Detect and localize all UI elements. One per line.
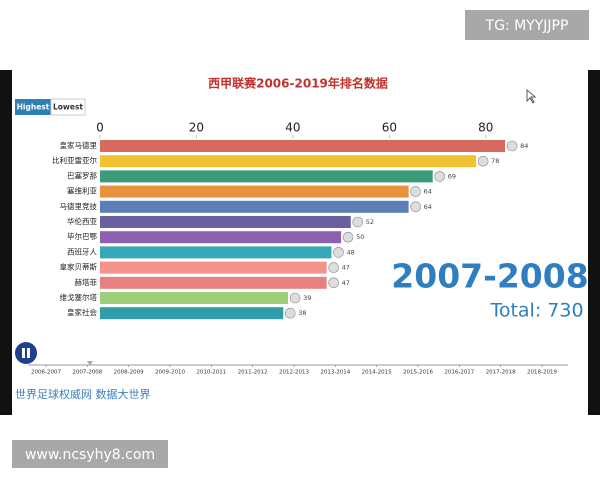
bar (100, 246, 332, 259)
club-logo (289, 292, 301, 304)
value-label: 84 (520, 142, 528, 150)
timeline-label: 2010-2011 (196, 370, 226, 376)
category-label: 塞维利亚 (67, 186, 97, 196)
cursor (526, 89, 537, 104)
timeline-label: 2009-2010 (155, 370, 185, 376)
timeline-label: 2018-2019 (527, 370, 557, 376)
x-tick-label: 20 (189, 121, 204, 135)
timeline-handle[interactable] (87, 361, 93, 366)
timeline-label: 2012-2013 (279, 370, 309, 376)
bar (100, 170, 433, 183)
watermark: TG: MYYJJPP (485, 18, 569, 34)
bar (100, 185, 409, 198)
value-label: 48 (346, 248, 354, 256)
category-label: 维戈塞尔塔 (60, 292, 98, 302)
pause-icon (22, 348, 25, 358)
timeline-label: 2008-2009 (114, 370, 144, 376)
value-label: 78 (491, 157, 499, 165)
period: 2007-2008 (391, 257, 588, 296)
club-logo (342, 231, 354, 243)
url: www.ncsyhy8.com (25, 447, 155, 463)
category-label: 毕尔巴鄂 (67, 231, 97, 241)
timeline-label: 2016-2017 (444, 370, 474, 376)
value-label: 39 (303, 294, 311, 302)
club-logo (410, 186, 421, 197)
category-label: 比利亚雷亚尔 (52, 155, 97, 165)
club-logo (328, 277, 339, 289)
club-logo (284, 307, 296, 319)
bar (100, 140, 506, 152)
category-label: 皇家社会 (67, 307, 97, 317)
category-label: 赫塔菲 (75, 277, 98, 287)
timeline-label: 2011-2012 (238, 370, 268, 376)
total: Total: 730 (489, 300, 583, 322)
category-label: 皇家贝蒂斯 (60, 262, 98, 272)
category-label: 马德里竞技 (60, 201, 98, 211)
value-label: 50 (356, 233, 364, 241)
side-bar (588, 70, 600, 415)
pause-icon (27, 348, 30, 358)
highest-label: Highest (17, 103, 50, 112)
category-label: 巴塞罗那 (67, 170, 97, 180)
bar (100, 155, 477, 168)
category-label: 华伦西亚 (67, 216, 97, 226)
club-logo (333, 247, 344, 258)
value-label: 69 (448, 172, 456, 180)
x-tick-label: 0 (96, 121, 104, 135)
club-logo (352, 216, 364, 228)
timeline-label: 2013-2014 (320, 370, 350, 376)
side-bar (0, 70, 12, 415)
bar (100, 276, 327, 289)
club-logo (506, 140, 518, 152)
lowest-label: Lowest (53, 103, 83, 112)
lowest-button[interactable] (50, 98, 86, 116)
category-label: 西班牙人 (67, 246, 97, 256)
value-label: 52 (366, 218, 374, 226)
club-logo (434, 171, 446, 182)
bar (100, 307, 284, 320)
value-label: 64 (424, 203, 432, 211)
value-label: 47 (342, 264, 350, 272)
play-button[interactable] (15, 342, 37, 364)
timeline-label: 2007-2008 (72, 370, 102, 376)
source: 世界足球权威网 数据大世界 (15, 387, 151, 401)
x-tick-label: 80 (478, 121, 493, 135)
category-label: 皇家马德里 (60, 140, 98, 150)
club-logo (477, 155, 489, 167)
highest-button[interactable] (15, 99, 51, 115)
url-box (12, 440, 168, 468)
bar (100, 216, 351, 228)
value-label: 38 (298, 309, 306, 317)
value-label: 64 (424, 188, 432, 196)
bar (100, 292, 289, 304)
bar (100, 200, 409, 213)
watermark-box (465, 10, 589, 40)
timeline-label: 2014-2015 (362, 370, 392, 376)
timeline-label: 2015-2016 (403, 370, 433, 376)
chart-title: 西甲联赛2006-2019年排名数据 (208, 76, 388, 91)
x-tick-label: 60 (382, 121, 397, 135)
timeline-label: 2017-2018 (486, 370, 516, 376)
timeline-label: 2006-2007 (31, 370, 61, 376)
x-tick-label: 40 (285, 121, 300, 135)
club-logo (328, 262, 339, 273)
bar (100, 231, 342, 244)
value-label: 47 (342, 279, 350, 287)
bar (100, 261, 327, 274)
club-logo (410, 201, 421, 213)
